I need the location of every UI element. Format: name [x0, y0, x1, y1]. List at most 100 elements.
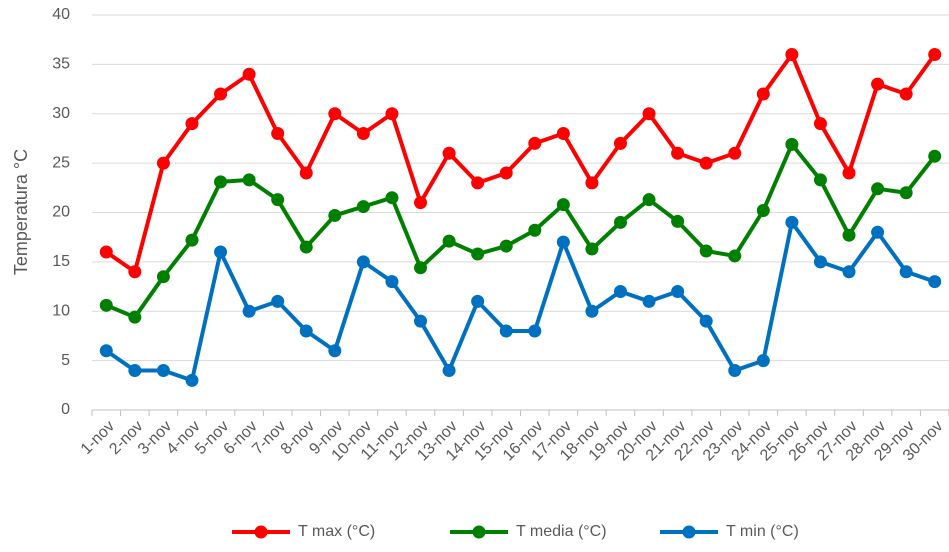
point	[156, 364, 170, 377]
point	[842, 265, 856, 279]
point	[699, 314, 713, 328]
point	[356, 200, 370, 214]
point	[99, 344, 113, 358]
point	[928, 48, 942, 61]
point	[928, 275, 942, 289]
point	[899, 186, 913, 200]
point	[642, 107, 656, 121]
point	[214, 245, 228, 259]
y-tick-label: 15	[52, 253, 70, 270]
point	[699, 244, 713, 258]
point	[242, 304, 256, 318]
point	[613, 215, 627, 229]
point	[671, 146, 685, 160]
point	[813, 117, 827, 131]
point	[128, 265, 142, 279]
y-tick-label: 25	[52, 154, 70, 171]
point	[899, 87, 913, 101]
point	[442, 364, 456, 377]
legend-label: T media (°C)	[516, 523, 607, 540]
point	[356, 127, 370, 140]
point	[499, 166, 513, 180]
point	[528, 136, 542, 150]
legend-label: T min (°C)	[726, 523, 799, 540]
series-line	[105, 142, 937, 320]
point	[499, 239, 513, 253]
point	[642, 294, 656, 308]
legend-label: T max (°C)	[298, 523, 375, 540]
point	[613, 136, 627, 150]
point	[214, 175, 228, 189]
point	[185, 117, 199, 131]
point	[128, 310, 142, 324]
point	[728, 364, 742, 377]
point	[442, 234, 456, 248]
point	[385, 191, 399, 205]
point	[185, 233, 199, 247]
point	[156, 156, 170, 170]
point	[813, 255, 827, 269]
point	[128, 364, 142, 377]
point	[785, 215, 799, 229]
point	[871, 225, 885, 239]
point	[785, 48, 799, 61]
point	[299, 240, 313, 254]
series-line	[105, 220, 936, 383]
point	[728, 249, 742, 263]
point	[442, 146, 456, 160]
point	[99, 245, 113, 259]
point	[414, 196, 428, 210]
point	[242, 67, 256, 81]
point	[556, 127, 570, 140]
point	[613, 285, 627, 298]
point	[871, 182, 885, 196]
point	[328, 107, 342, 121]
point	[471, 294, 485, 308]
y-tick-label: 10	[52, 302, 70, 319]
point	[528, 324, 542, 338]
point	[471, 176, 485, 190]
legend-marker	[472, 525, 486, 539]
point	[813, 173, 827, 187]
point	[842, 166, 856, 180]
legend-marker	[682, 525, 696, 539]
point	[328, 344, 342, 358]
point	[556, 235, 570, 249]
point	[99, 298, 113, 312]
point	[414, 314, 428, 328]
point	[756, 87, 770, 101]
y-axis-label: Temperatura °C	[11, 149, 31, 275]
point	[499, 324, 513, 338]
legend-marker	[254, 525, 268, 539]
point	[785, 137, 799, 151]
point	[271, 294, 285, 308]
point	[556, 198, 570, 212]
point	[756, 204, 770, 218]
point	[414, 261, 428, 275]
point	[356, 255, 370, 269]
point	[642, 193, 656, 207]
point	[699, 156, 713, 170]
point	[214, 87, 228, 101]
point	[271, 193, 285, 207]
y-tick-label: 20	[52, 204, 70, 221]
point	[928, 149, 942, 163]
point	[585, 242, 599, 256]
point	[385, 275, 399, 289]
point	[528, 223, 542, 237]
point	[299, 324, 313, 338]
y-tick-label: 30	[52, 105, 70, 122]
point	[899, 265, 913, 279]
point	[471, 247, 485, 261]
point	[385, 107, 399, 121]
y-tick-label: 5	[61, 352, 70, 369]
point	[671, 214, 685, 228]
point	[756, 354, 770, 368]
point	[328, 208, 342, 222]
point	[585, 176, 599, 190]
y-tick-label: 40	[52, 6, 70, 23]
y-tick-label: 0	[61, 401, 70, 418]
point	[728, 146, 742, 160]
point	[671, 285, 685, 298]
